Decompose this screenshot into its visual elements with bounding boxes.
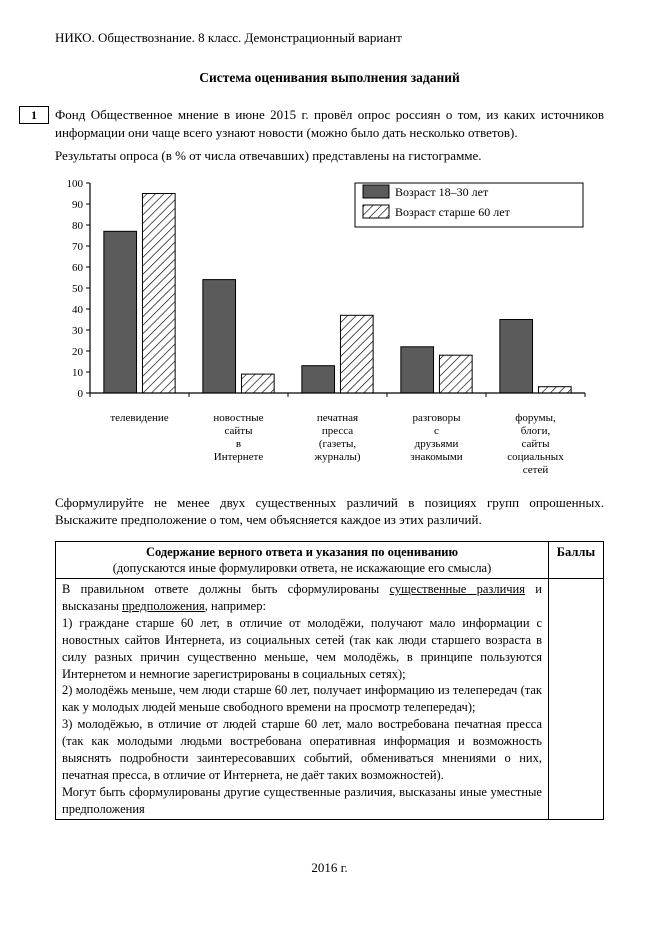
chart-x-axis-labels: телевидениеновостныесайтывИнтернетепечат… (90, 412, 585, 478)
svg-text:80: 80 (72, 220, 84, 232)
page-footer: 2016 г. (55, 860, 604, 876)
svg-text:90: 90 (72, 199, 84, 211)
svg-text:50: 50 (72, 283, 84, 295)
histogram-chart: 0 10 20 30 40 50 60 70 80 90 100 Возраст 18–30 лет В… (55, 175, 604, 478)
task-paragraph: Сформулируйте не менее двух существенных… (55, 494, 604, 529)
table-header-row: Содержание верного ответа и указания по … (56, 541, 604, 579)
question-block: 1 Фонд Общественное мнение в июне 2015 г… (55, 106, 604, 141)
head-right-label: Баллы (557, 545, 595, 559)
svg-text:Возраст 18–30 лет: Возраст 18–30 лет (395, 185, 489, 199)
head-left-line2: (допускаются иные формулировки ответа, н… (113, 561, 492, 575)
body-intro-underline-1: существенные различия (389, 582, 525, 596)
page-title: Система оценивания выполнения заданий (55, 70, 604, 86)
body-item-3: 3) молодёжью, в отличие от людей старше … (62, 717, 542, 782)
doc-header: НИКО. Обществознание. 8 класс. Демонстра… (55, 30, 604, 46)
intro-paragraph-2: Результаты опроса (в % от числа отвечавш… (55, 147, 604, 165)
x-axis-category: печатнаяпресса(газеты,журналы) (288, 412, 387, 478)
svg-text:30: 30 (72, 325, 84, 337)
x-axis-category: новостныесайтывИнтернете (189, 412, 288, 478)
svg-text:Возраст старше 60 лет: Возраст старше 60 лет (395, 205, 511, 219)
body-intro-pre: В правильном ответе должны быть сформули… (62, 582, 389, 596)
table-body-row: В правильном ответе должны быть сформули… (56, 579, 604, 820)
score-body-cell (549, 579, 604, 820)
body-tail: Могут быть сформулированы другие существ… (62, 785, 542, 816)
svg-text:20: 20 (72, 346, 84, 358)
svg-text:0: 0 (78, 388, 84, 400)
x-axis-category: форумы,блоги,сайтысоциальныхсетей (486, 412, 585, 478)
body-intro-underline-2: предположения (122, 599, 205, 613)
svg-text:60: 60 (72, 262, 84, 274)
head-left-line1: Содержание верного ответа и указания по … (146, 545, 458, 559)
svg-text:100: 100 (67, 178, 84, 190)
chart-svg: 0 10 20 30 40 50 60 70 80 90 100 Возраст 18–30 лет В… (55, 175, 595, 405)
body-item-1: 1) граждане старше 60 лет, в отличие от … (62, 616, 542, 681)
intro-paragraph-1: Фонд Общественное мнение в июне 2015 г. … (55, 106, 604, 141)
x-axis-category: телевидение (90, 412, 189, 478)
head-score-cell: Баллы (549, 541, 604, 579)
x-axis-category: разговорысдрузьямизнакомыми (387, 412, 486, 478)
page: НИКО. Обществознание. 8 класс. Демонстра… (0, 0, 659, 896)
svg-text:70: 70 (72, 241, 84, 253)
svg-text:10: 10 (72, 367, 84, 379)
head-content-cell: Содержание верного ответа и указания по … (56, 541, 549, 579)
question-number-box: 1 (19, 106, 49, 124)
answer-rubric-table: Содержание верного ответа и указания по … (55, 541, 604, 821)
body-intro-post: , например: (205, 599, 266, 613)
answer-body-cell: В правильном ответе должны быть сформули… (56, 579, 549, 820)
svg-text:40: 40 (72, 304, 84, 316)
body-item-2: 2) молодёжь меньше, чем люди старше 60 л… (62, 683, 542, 714)
